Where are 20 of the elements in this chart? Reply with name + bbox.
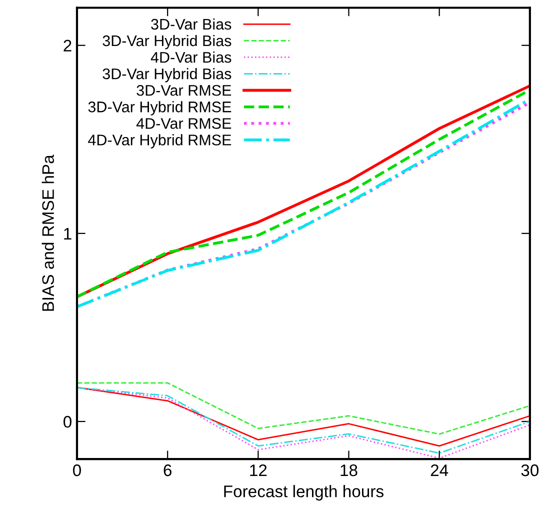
x-tick-label: 18 — [340, 464, 358, 476]
legend-label: 4D-Var Bias — [150, 52, 232, 63]
x-axis-title: Forecast length hours — [224, 485, 384, 501]
y-tick-label: 0 — [64, 416, 72, 428]
line-series — [76, 382, 530, 435]
x-tick-label: 30 — [521, 464, 539, 476]
y-tick-label: 1 — [64, 228, 72, 240]
x-tick-label: 12 — [250, 464, 267, 476]
x-tick-label: 0 — [73, 464, 81, 476]
legend-label: 4D-Var RMSE — [136, 118, 232, 129]
legend-label: 4D-Var Hybrid RMSE — [88, 134, 232, 148]
legend-label: 3D-Var Hybrid RMSE — [88, 101, 232, 116]
legend-label: 3D-Var Bias — [151, 18, 232, 30]
legend-label: 3D-Var Hybrid Bias — [102, 34, 232, 50]
y-tick-label: 2 — [64, 40, 72, 52]
y-axis-title: BIAS and RMSE hPa — [42, 154, 54, 311]
x-tick-label: 24 — [430, 464, 448, 476]
x-tick-label: 6 — [164, 464, 172, 476]
legend-label: 3D-Var Hybrid Bias — [102, 68, 232, 82]
legend-label: 3D-Var RMSE — [136, 84, 232, 96]
